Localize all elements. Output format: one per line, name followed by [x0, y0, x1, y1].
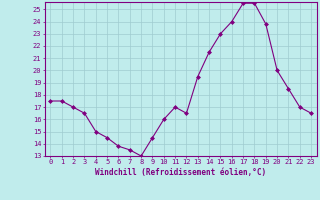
X-axis label: Windchill (Refroidissement éolien,°C): Windchill (Refroidissement éolien,°C) [95, 168, 266, 177]
